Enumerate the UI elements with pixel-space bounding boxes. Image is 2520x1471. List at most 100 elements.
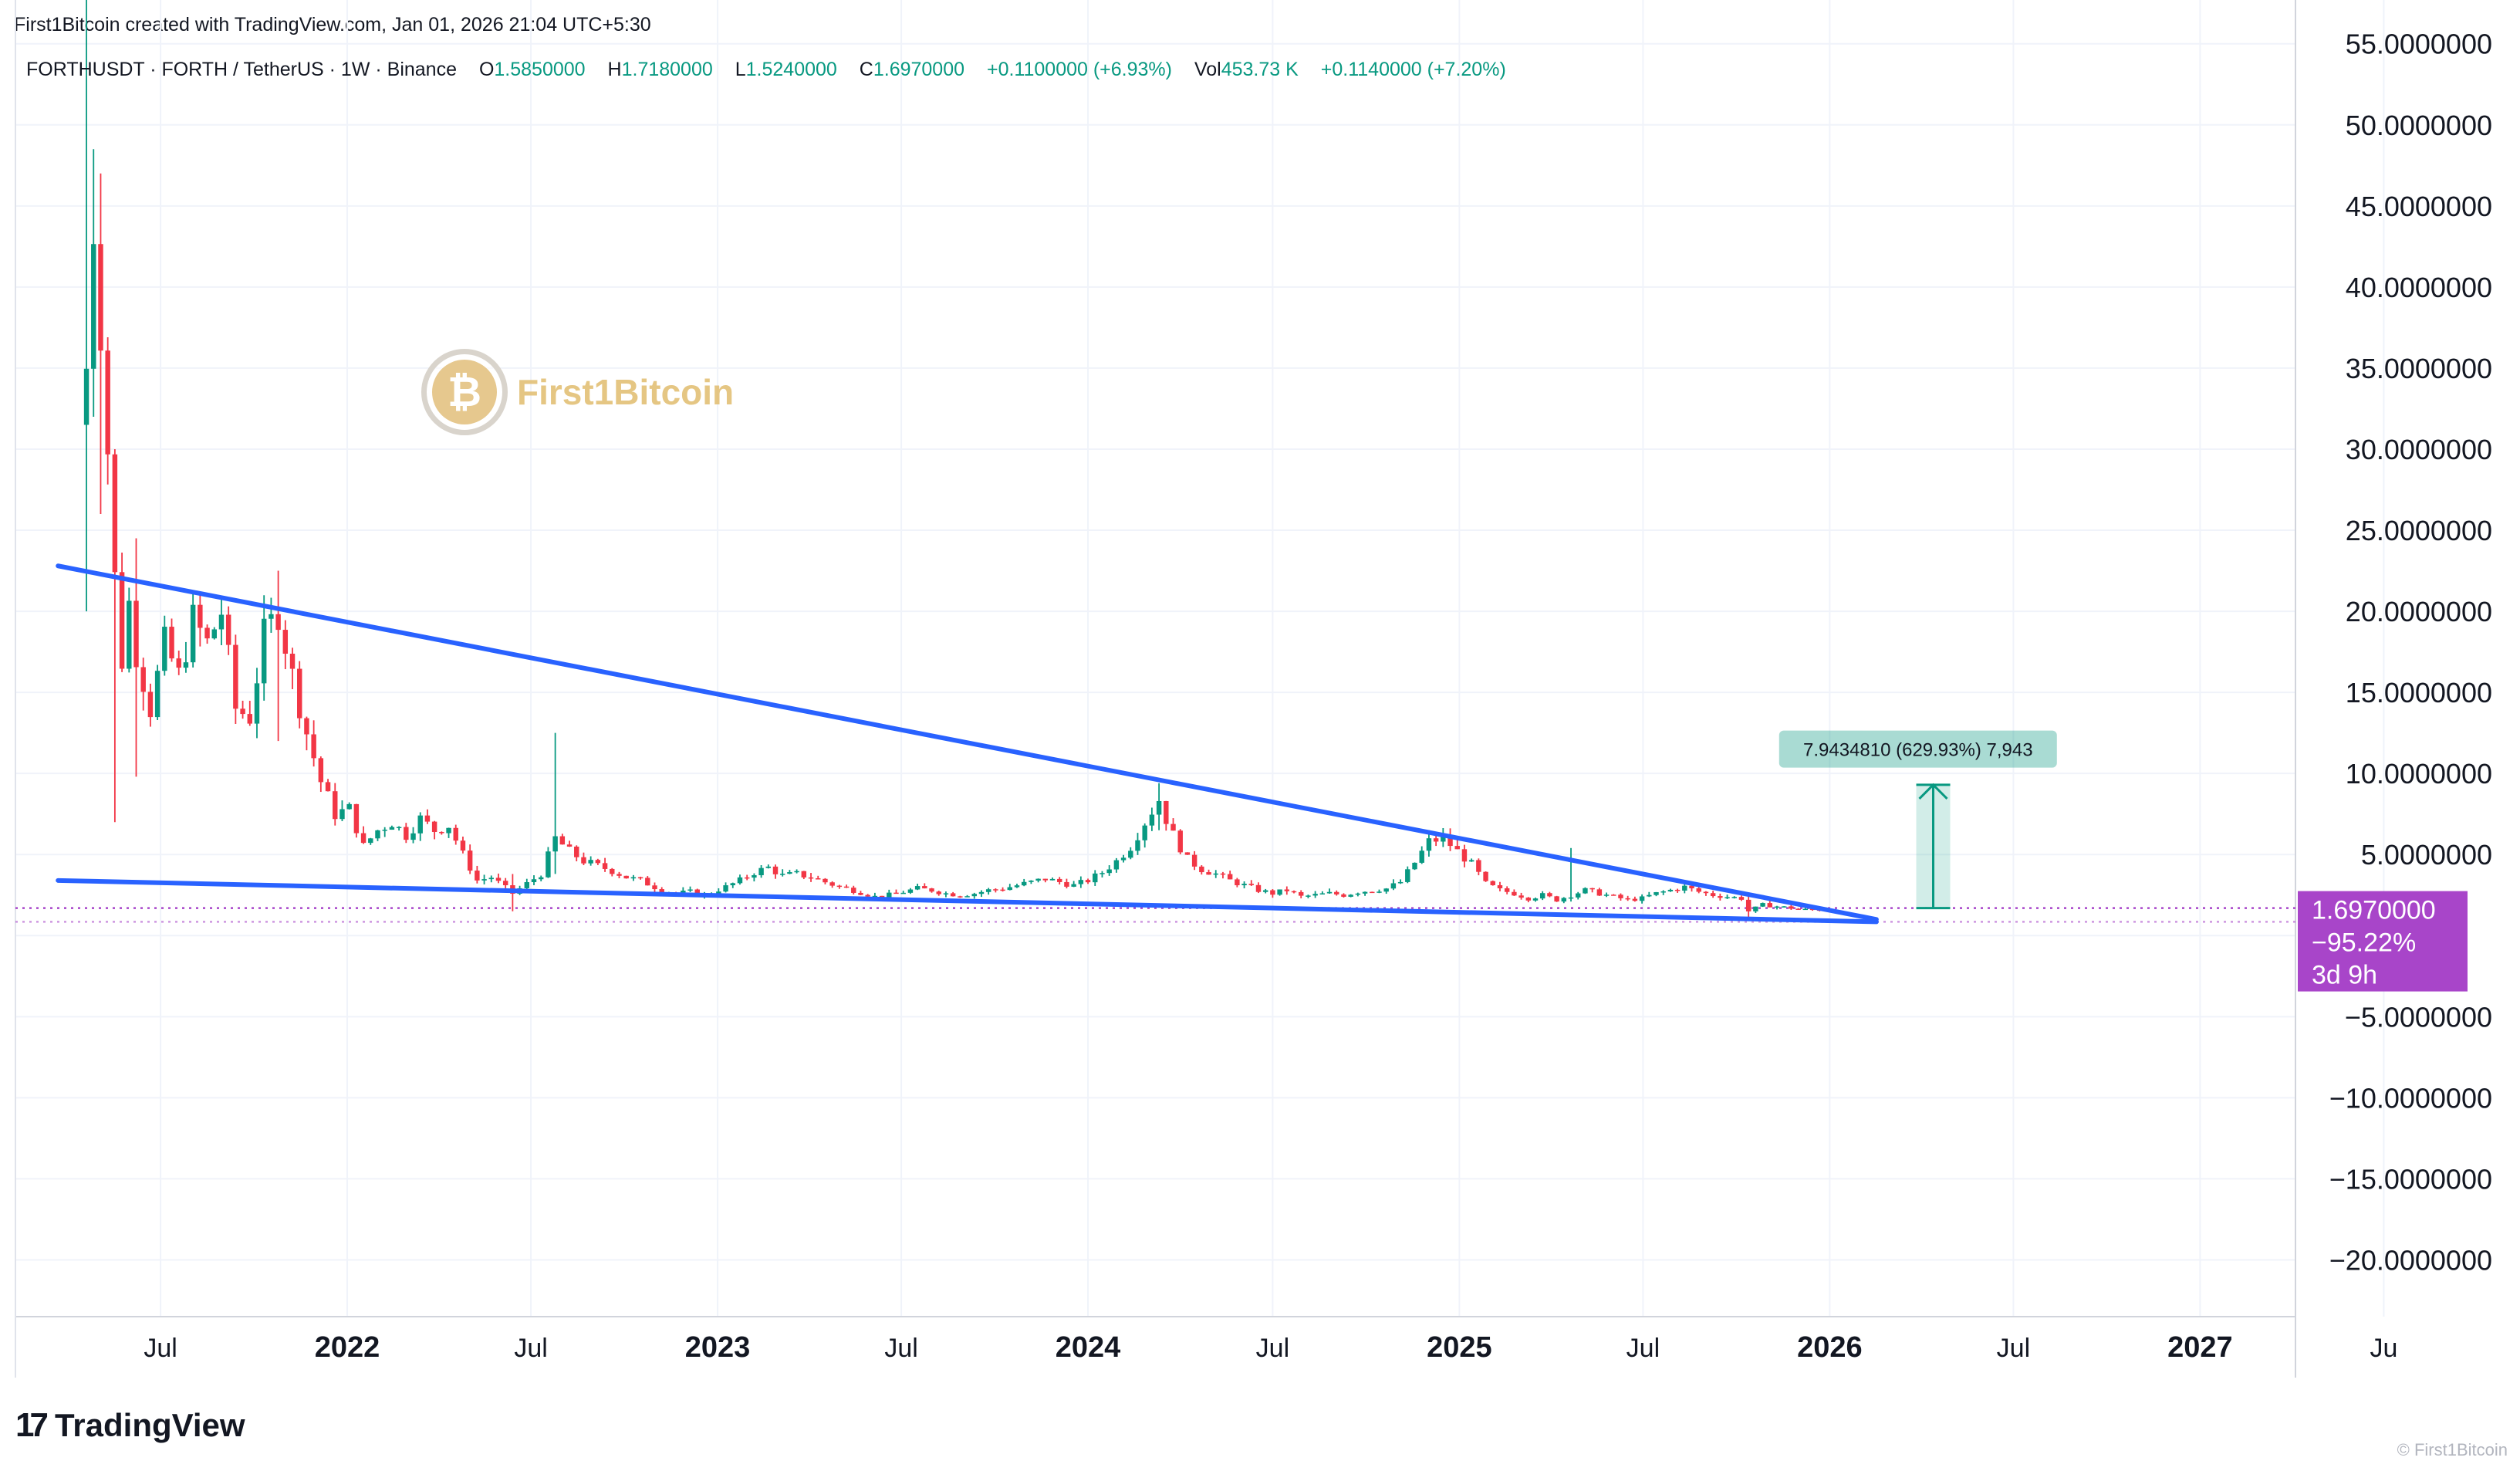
x-tick-label: Jul <box>1256 1334 1289 1363</box>
candle-body <box>1085 880 1091 883</box>
price-tag-value: 1.6970000 <box>2312 896 2436 925</box>
candle-body <box>1561 898 1567 902</box>
candles <box>83 0 1829 921</box>
candle-body <box>1568 897 1574 899</box>
candle-body <box>1014 885 1020 888</box>
candle-body <box>1767 903 1773 908</box>
candle-body <box>1603 894 1610 896</box>
measure-label: 7.9434810 (629.93%) 7,943 <box>1803 740 2033 761</box>
candle-body <box>843 886 850 888</box>
candle-body <box>1064 881 1069 887</box>
candle-body <box>475 871 480 881</box>
candle-body <box>723 885 728 892</box>
y-tick-label: 10.0000000 <box>2346 758 2492 790</box>
x-tick-label: 2022 <box>315 1331 380 1364</box>
candle-body <box>879 895 885 898</box>
x-tick-label: 2026 <box>1797 1331 1863 1364</box>
candle-body <box>389 827 395 830</box>
candle-body <box>1120 857 1127 861</box>
candle-body <box>1021 881 1027 886</box>
corner-credit: © First1Bitcoin <box>2397 1440 2508 1459</box>
candle-body <box>169 627 174 659</box>
tradingview-icon: 17 <box>15 1406 49 1444</box>
legend-open-label: O <box>478 59 495 80</box>
candle-body <box>765 866 772 868</box>
candle-body <box>1795 908 1801 910</box>
candle-body <box>950 893 956 897</box>
candle-body <box>360 833 367 844</box>
candle-body <box>630 877 637 879</box>
candle-body <box>1270 890 1275 895</box>
candle-body <box>1156 800 1162 815</box>
candle-body <box>801 871 807 878</box>
candle-body <box>91 244 96 369</box>
candle-body <box>1710 893 1716 897</box>
candle-body <box>851 888 856 893</box>
candle-body <box>304 718 309 735</box>
candle-body <box>339 809 345 820</box>
candle-body <box>382 830 387 831</box>
candle-body <box>1128 850 1133 858</box>
candle-body <box>936 891 941 894</box>
candle-body <box>424 815 431 822</box>
candle-body <box>559 836 566 845</box>
candle-body <box>1370 891 1375 894</box>
candle-body <box>1718 896 1723 898</box>
candle-body <box>1220 873 1226 875</box>
candle-body <box>1235 879 1240 886</box>
candle-body <box>900 892 906 894</box>
measure-arrow-icon <box>1918 783 1948 800</box>
candle-body <box>964 896 970 898</box>
candle-body <box>1518 895 1524 898</box>
candle-body <box>1348 894 1353 897</box>
candle-body <box>1142 825 1147 840</box>
candle-body <box>1326 891 1333 894</box>
candle-body <box>269 614 274 619</box>
bitcoin-coin-icon: ₿ <box>421 349 508 435</box>
candle-body <box>794 871 799 873</box>
candle-body <box>893 892 899 894</box>
candle-body <box>1760 903 1765 907</box>
candle-body <box>1547 893 1552 897</box>
candle-body <box>133 600 139 668</box>
candle-body <box>610 868 615 874</box>
trendline-lower <box>56 878 1879 925</box>
candle-body <box>1319 893 1326 894</box>
candle-body <box>410 833 416 840</box>
candle-body <box>1191 854 1198 867</box>
candle-body <box>467 850 473 871</box>
candle-body <box>1377 891 1382 893</box>
candle-body <box>637 877 644 879</box>
candle-body <box>417 815 423 834</box>
candle-body <box>1576 893 1581 898</box>
legend-open: 1.5850000 <box>494 59 586 80</box>
candle-body <box>538 877 544 880</box>
candle-body <box>1589 888 1595 890</box>
candle-body <box>808 877 814 879</box>
candle-body <box>929 888 934 892</box>
candle-body <box>1277 889 1282 895</box>
y-tick-label: 20.0000000 <box>2346 596 2492 627</box>
candle-body <box>1042 878 1049 881</box>
candle-body <box>1696 888 1701 892</box>
y-tick-label: −15.0000000 <box>2329 1163 2492 1195</box>
candle-body <box>716 891 721 894</box>
candle-body <box>311 734 316 759</box>
candle-body <box>1660 891 1666 893</box>
candle-body <box>1674 889 1681 891</box>
candle-body <box>737 877 743 884</box>
tradingview-logo-text: TradingView <box>54 1407 245 1443</box>
candle-body <box>816 878 821 880</box>
candle-body <box>1000 889 1005 891</box>
candle-body <box>652 885 657 890</box>
legend-symbol[interactable]: FORTHUSDT · FORTH / TetherUS · 1W · Bina… <box>26 59 457 80</box>
candle-body <box>758 867 764 876</box>
tradingview-logo[interactable]: 17 TradingView <box>15 1406 245 1445</box>
candle-body <box>240 708 245 715</box>
candle-body <box>218 614 225 630</box>
candle-body <box>282 630 289 654</box>
candle-body <box>623 875 629 879</box>
candle-body <box>1298 891 1304 896</box>
candle-body <box>1703 891 1709 894</box>
